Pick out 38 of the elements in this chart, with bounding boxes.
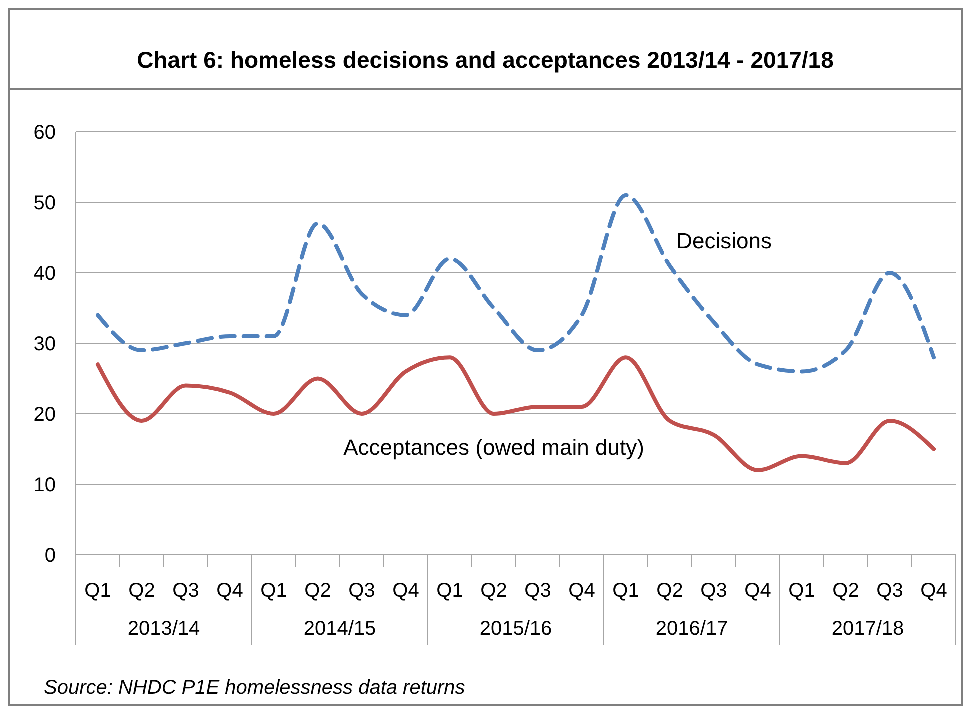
x-tick-label: Q4: [392, 580, 420, 602]
y-tick-label: 50: [34, 192, 56, 214]
x-tick-label: Q3: [700, 580, 728, 602]
source-note: Source: NHDC P1E homelessness data returns: [44, 677, 466, 699]
x-tick-label: Q4: [920, 580, 948, 602]
x-tick-label: Q2: [832, 580, 860, 602]
text: 2015/16: [480, 618, 552, 640]
y-tick-label: 0: [44, 545, 56, 567]
x-tick-label: Q2: [656, 580, 684, 602]
x-tick-label: Q2: [304, 580, 332, 602]
line-series: [96, 193, 936, 374]
text: 2016/17: [656, 618, 728, 640]
x-tick-label: Q3: [876, 580, 904, 602]
y-tick-label: 30: [34, 334, 56, 356]
y-tick-label: 40: [34, 263, 56, 285]
x-tick-label: Q4: [216, 580, 244, 602]
chart-title: Chart 6: homeless decisions and acceptances 2013/14 - 2017/18: [137, 47, 834, 73]
x-tick-label: Q4: [568, 580, 596, 602]
x-tick-label: Q1: [612, 580, 640, 602]
y-tick-label: 60: [34, 122, 56, 144]
x-tick-label: Q2: [480, 580, 508, 602]
x-tick-label: Q3: [172, 580, 200, 602]
x-tick-label: Q4: [744, 580, 772, 602]
x-tick-label: Q1: [84, 580, 112, 602]
x-tick-label: Q3: [348, 580, 376, 602]
text: 2017/18: [832, 618, 904, 640]
y-tick-label: 20: [34, 404, 56, 426]
x-tick-label: Q1: [788, 580, 816, 602]
text: 2013/14: [128, 618, 200, 640]
x-tick-label: Q1: [436, 580, 464, 602]
text: 2014/15: [304, 618, 376, 640]
y-tick-label: 10: [34, 474, 56, 496]
x-tick-label: Q2: [128, 580, 156, 602]
series-label: Acceptances (owed main duty): [344, 434, 644, 460]
x-tick-label: Q1: [260, 580, 288, 602]
x-tick-label: Q3: [524, 580, 552, 602]
series-label: Decisions: [676, 228, 772, 254]
line-series: [96, 356, 936, 472]
